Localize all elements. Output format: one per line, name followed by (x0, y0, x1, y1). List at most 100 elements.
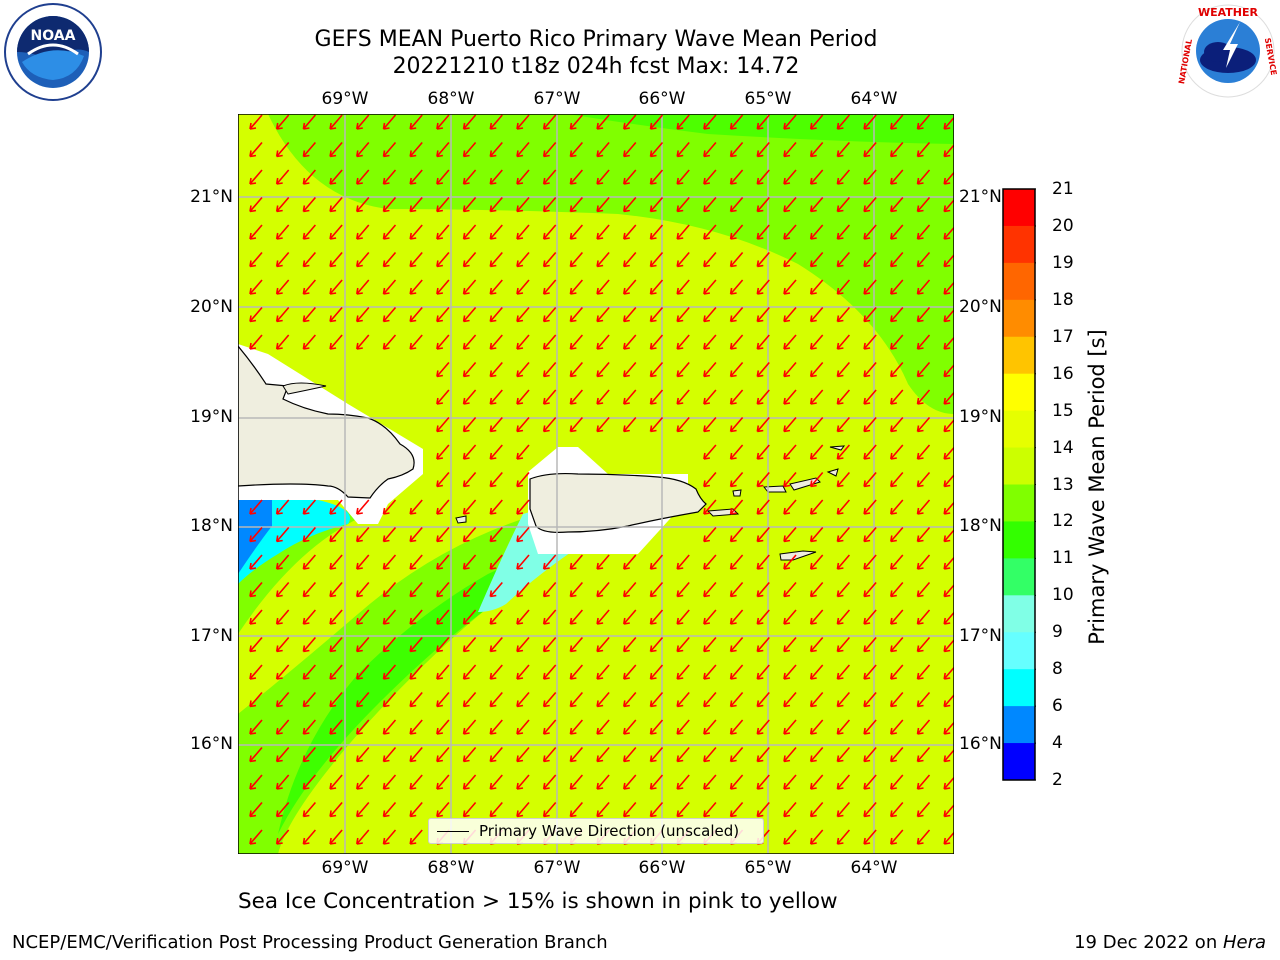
wave-arrow (916, 306, 931, 323)
wave-arrow (916, 334, 931, 350)
wave-arrow (462, 361, 477, 378)
wave-arrow (729, 306, 744, 323)
lon-label-top: 64°W (850, 89, 898, 109)
wave-arrow (916, 719, 931, 735)
wave-arrow (462, 719, 477, 735)
colorbar-cell (1003, 632, 1035, 670)
wave-arrow (863, 526, 877, 543)
wave-arrow (729, 141, 744, 158)
wave-arrow (729, 251, 744, 268)
lat-label-right: 19°N (959, 407, 1002, 427)
wave-arrow (436, 279, 450, 295)
wave-arrow (809, 746, 824, 763)
wave-arrow (462, 471, 477, 488)
wave-arrow (836, 581, 851, 598)
wave-arrow (275, 801, 290, 818)
wave-arrow (249, 526, 263, 543)
wave-arrow (409, 609, 423, 625)
wave-arrow (676, 224, 690, 240)
wave-arrow (729, 224, 744, 240)
wave-arrow (409, 526, 423, 543)
wave-arrow (703, 416, 717, 433)
wave-arrow (836, 251, 851, 268)
wave-arrow (729, 471, 744, 488)
wave-arrow (382, 526, 397, 543)
colorbar (1002, 188, 1036, 781)
wave-arrow (382, 279, 397, 295)
wave-arrow (382, 141, 397, 158)
wave-arrow (596, 224, 610, 240)
wave-arrow (596, 279, 610, 295)
wave-arrow (436, 499, 450, 515)
wave-arrow (783, 306, 797, 323)
wave-arrow (783, 691, 797, 708)
wave-arrow (462, 801, 477, 818)
wave-arrow (569, 719, 584, 735)
wave-arrow (569, 251, 584, 268)
wave-arrow (249, 334, 263, 350)
colorbar-label: 20 (1052, 215, 1074, 236)
wave-arrow (890, 609, 904, 625)
wave-arrow (676, 114, 690, 130)
wave-arrow (756, 279, 770, 295)
wave-arrow (943, 171, 954, 185)
wave-arrow (756, 526, 770, 543)
wave-arrow (462, 169, 477, 185)
colorbar-cell (1003, 225, 1035, 264)
wave-arrow (836, 361, 851, 378)
wave-arrow (249, 141, 263, 158)
wave-arrow (783, 526, 797, 543)
wave-arrow (916, 196, 931, 213)
wave-arrow (516, 746, 530, 763)
wave-arrow (809, 636, 824, 653)
wave-arrow (329, 746, 343, 763)
wave-arrow (676, 169, 690, 185)
svg-text:NOAA: NOAA (31, 28, 76, 44)
land-hispaniola (238, 345, 415, 499)
wave-arrow (703, 801, 717, 818)
wave-arrow (703, 719, 717, 735)
wave-arrow (676, 416, 690, 433)
wave-arrow (623, 279, 637, 295)
wave-arrow (783, 416, 797, 433)
wave-arrow (756, 224, 770, 240)
wave-arrow (302, 499, 317, 515)
map-legend: Primary Wave Direction (unscaled) (428, 818, 764, 844)
colorbar-cell (1003, 410, 1035, 449)
wave-arrow (489, 554, 503, 570)
wave-arrow (462, 306, 477, 323)
wave-arrow (943, 611, 954, 625)
wave-arrow (623, 664, 637, 680)
wave-arrow (809, 141, 824, 158)
wave-arrow (302, 746, 317, 763)
wave-arrow (836, 774, 851, 790)
wave-arrow (302, 581, 317, 598)
wave-arrow (302, 334, 317, 350)
wave-arrow (863, 114, 877, 130)
lat-label-right: 21°N (959, 187, 1002, 207)
wave-arrow (623, 581, 637, 598)
wave-arrow (356, 251, 370, 268)
wave-arrow (836, 829, 851, 845)
wave-arrow (489, 141, 503, 158)
wave-arrow (809, 361, 824, 378)
wave-arrow (809, 251, 824, 268)
wave-arrow (809, 169, 824, 185)
wave-arrow (382, 306, 397, 323)
wave-arrow (302, 141, 317, 158)
wave-arrow (436, 141, 450, 158)
wave-arrow (382, 499, 397, 515)
wave-arrow (356, 746, 370, 763)
lon-label-bottom: 68°W (427, 858, 475, 878)
wave-arrow (756, 361, 770, 378)
wave-arrow (783, 664, 797, 680)
wave-arrow (329, 719, 343, 735)
wave-arrow (542, 224, 557, 240)
wave-arrow (676, 581, 690, 598)
wave-arrow (676, 141, 690, 158)
wave-arrow (729, 114, 744, 130)
wave-arrow (329, 279, 343, 295)
wave-arrow (890, 746, 904, 763)
wave-arrow (516, 334, 530, 350)
wave-arrow (756, 114, 770, 130)
